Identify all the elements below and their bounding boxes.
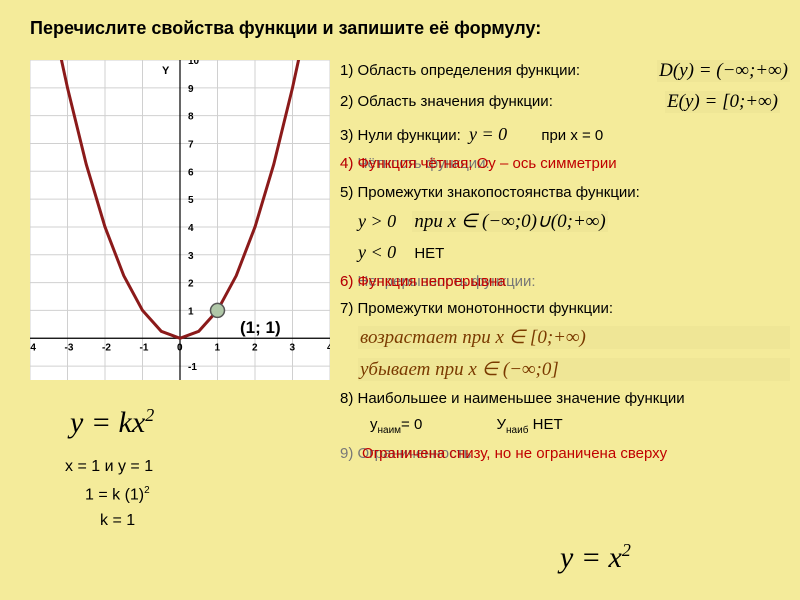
svg-text:-1: -1: [140, 342, 149, 353]
svg-text:1: 1: [215, 342, 221, 353]
svg-text:7: 7: [188, 139, 194, 150]
prop-8: 8) Наибольшее и наименьшее значение функ…: [340, 390, 790, 407]
graph-svg: -4 -3 -2 -1 0 1 2 3 4 1 2 3 4 5 6 7 8 9 10 -1 Y: [30, 60, 330, 380]
svg-text:2: 2: [252, 342, 258, 353]
prop-4: 4) Чётность функции: 4) Функция чётная; …: [340, 155, 790, 172]
svg-text:4: 4: [188, 223, 194, 234]
svg-text:4: 4: [327, 342, 330, 353]
svg-text:10: 10: [188, 60, 200, 67]
properties-list: 1) Область определения функции: D(y) = (…: [340, 62, 790, 471]
prop-2: 2) Область значения функции: E(y) = [0;+…: [340, 93, 790, 110]
prop-7-dec: убывает при x ∈ (−∞;0]: [358, 358, 790, 381]
prop-5-neg: у < 0 НЕТ: [358, 242, 790, 263]
page-title: Перечислите свойства функции и запишите …: [30, 18, 541, 39]
svg-text:-2: -2: [102, 342, 111, 353]
calc-line-2: 1 = k (1)² 1 = k (1)2: [85, 485, 150, 504]
highlight-point-label: (1; 1): [240, 318, 281, 338]
svg-text:9: 9: [188, 84, 194, 95]
prop-5-pos: у > 0 при x ∈ (−∞;0)∪(0;+∞): [358, 210, 790, 233]
prop-7: 7) Промежутки монотонности функции:: [340, 300, 790, 317]
svg-text:1: 1: [188, 306, 194, 317]
svg-text:-3: -3: [65, 342, 74, 353]
range-formula: E(y) = [0;+∞): [665, 91, 780, 113]
prop-9: 9) 9) ОграниченностьОграниченность Огран…: [340, 445, 790, 462]
domain-formula: D(y) = (−∞;+∞): [657, 60, 790, 82]
prop-5: 5) Промежутки знакопостоянства функции:: [340, 184, 790, 201]
svg-text:2: 2: [188, 279, 194, 290]
svg-text:5: 5: [188, 195, 194, 206]
svg-text:0: 0: [177, 342, 183, 353]
main-formula: y = kx2: [70, 405, 154, 440]
final-formula: y = x2: [560, 540, 631, 575]
calc-line-1: х = 1 и у = 1: [65, 458, 153, 476]
calc-line-3: k = 1: [100, 512, 135, 530]
svg-text:-4: -4: [30, 342, 36, 353]
svg-text:3: 3: [290, 342, 296, 353]
prop-7-inc: возрастает при x ∈ [0;+∞): [358, 326, 790, 349]
svg-text:3: 3: [188, 251, 194, 262]
prop-1: 1) Область определения функции: D(y) = (…: [340, 62, 790, 79]
svg-text:-1: -1: [188, 362, 197, 373]
prop-6: 6) Непрерывность функции: 6) Функция неп…: [340, 273, 790, 290]
prop-3: 3) Нули функции: у = 0 при х = 0: [340, 124, 790, 145]
function-graph: -4 -3 -2 -1 0 1 2 3 4 1 2 3 4 5 6 7 8 9 10 -1 Y: [30, 60, 330, 380]
svg-text:6: 6: [188, 167, 194, 178]
svg-text:Y: Y: [162, 65, 170, 77]
prop-8-values: унаим= 0 Унаиб НЕТ: [370, 416, 790, 436]
svg-text:8: 8: [188, 112, 194, 123]
